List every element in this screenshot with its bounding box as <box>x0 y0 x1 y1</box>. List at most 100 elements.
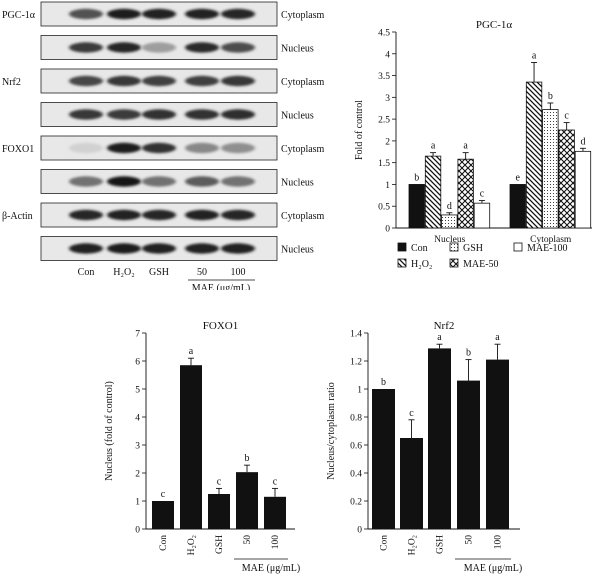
legend-label-gsh: GSH <box>463 243 483 254</box>
legend-swatch-mae-100 <box>513 242 523 252</box>
mae-label: MAE (μg/mL) <box>192 283 250 290</box>
blot-band <box>107 8 141 20</box>
significance-letter: b <box>414 172 419 183</box>
blot-band <box>221 176 255 187</box>
x-tick-label-h-o: H₂O₂ <box>187 535 197 555</box>
bar-gsh <box>428 348 451 529</box>
blot-band <box>142 176 176 187</box>
y-tick-label: 6 <box>135 358 140 368</box>
y-tick-label: 0.8 <box>350 414 362 424</box>
significance-letter: a <box>437 332 442 343</box>
lane-label-con: Con <box>78 267 95 278</box>
blot-band <box>185 209 219 221</box>
legend-label-mae-100: MAE-100 <box>527 243 568 254</box>
blot-band <box>142 42 176 53</box>
y-tick-label: 1 <box>135 498 140 508</box>
significance-letter: b <box>548 91 553 102</box>
protein-label: PGC-1α <box>2 10 36 21</box>
blot-row-7: Nucleus <box>40 236 314 261</box>
blot-band <box>221 209 255 221</box>
blot-row-5: Nucleus <box>40 169 314 194</box>
x-tick-label-100: 100 <box>271 535 281 550</box>
blot-band <box>142 8 176 20</box>
significance-letter: c <box>409 408 414 419</box>
significance-letter: a <box>532 50 537 61</box>
significance-letter: a <box>189 346 194 357</box>
bar-cytoplasm-mae-100 <box>574 150 592 229</box>
y-tick-label: 0 <box>385 225 390 235</box>
blot-row-1: Nucleus <box>40 35 314 60</box>
legend-swatch-h-o <box>397 258 407 268</box>
blot-row-0: PGC-1α Cytoplasm <box>2 1 325 27</box>
y-tick-label: 2 <box>135 470 140 480</box>
significance-letter: e <box>516 172 521 183</box>
lane-label-100: 100 <box>231 267 246 278</box>
x-tick-label-50: 50 <box>465 535 475 545</box>
y-tick-label: 0.5 <box>378 203 390 213</box>
blot-band <box>185 243 219 254</box>
bar-cytoplasm-gsh <box>542 109 559 229</box>
fraction-label: Nucleus <box>281 178 314 189</box>
blot-band <box>107 243 141 254</box>
blot-band <box>142 209 176 221</box>
y-tick-label: 0.2 <box>350 498 362 508</box>
blot-band <box>221 109 255 120</box>
y-tick-label: 3 <box>135 442 140 452</box>
significance-letter: c <box>564 111 569 122</box>
significance-letter: b <box>466 348 471 359</box>
bar-cytoplasm-h-o <box>525 81 543 229</box>
chart-pgc1a: 0 0.5 1 1.5 2 2.5 3 3.5 4 4.5 PGC-1α Fold of contro… <box>354 19 592 270</box>
fraction-label: Nucleus <box>281 111 314 122</box>
blot-band <box>69 209 103 221</box>
fraction-label: Nucleus <box>281 44 314 55</box>
legend-label-mae-50: MAE-50 <box>463 259 499 270</box>
chart-title: FOXO1 <box>203 320 238 332</box>
fraction-label: Cytoplasm <box>281 10 325 21</box>
blot-band <box>107 209 141 221</box>
bar-con <box>372 389 395 529</box>
bar-100 <box>486 359 509 529</box>
legend-swatch-con <box>397 242 407 252</box>
blot-band <box>221 243 255 254</box>
x-tick-label-gsh: GSH <box>215 535 225 554</box>
blot-band <box>69 142 103 154</box>
blot-band <box>185 142 219 154</box>
fraction-label: Cytoplasm <box>281 77 325 88</box>
bar-cytoplasm-mae-50 <box>558 129 575 229</box>
blot-band <box>221 75 255 87</box>
blot-band <box>69 42 103 53</box>
y-tick-label: 2.5 <box>378 116 390 126</box>
x-tick-label-cytoplasm: Cytoplasm <box>530 235 572 245</box>
lane-label-h-o: H₂O₂ <box>113 267 134 278</box>
x-tick-label-con: Con <box>159 535 169 551</box>
bar-nucleus-mae-100 <box>473 202 491 229</box>
blot-band <box>142 75 176 87</box>
x-tick-label-100: 100 <box>494 535 504 550</box>
y-tick-label: 1.2 <box>350 358 362 368</box>
y-tick-label: 1.4 <box>350 330 362 340</box>
blot-band <box>185 176 219 187</box>
blot-row-3: Nucleus <box>40 102 314 127</box>
blot-band <box>107 176 141 187</box>
y-tick-label: 4 <box>135 414 140 424</box>
significance-letter: d <box>447 201 452 212</box>
blot-row-2: Nrf2 Cytoplasm <box>2 68 325 94</box>
blot-band <box>221 8 255 20</box>
blot-band <box>142 142 176 154</box>
y-tick-label: 0 <box>135 526 140 536</box>
bar-50 <box>457 380 480 529</box>
blot-band <box>69 243 103 254</box>
blot-band <box>69 8 103 20</box>
blot-band <box>142 109 176 120</box>
blot-row-6: β-Actin Cytoplasm <box>2 202 325 228</box>
fraction-label: Cytoplasm <box>281 144 325 155</box>
significance-letter: d <box>580 136 585 147</box>
x-tick-label-con: Con <box>380 535 390 551</box>
bar-con <box>152 501 174 529</box>
chart-title: PGC-1α <box>476 19 513 31</box>
blot-band <box>185 42 219 53</box>
y-tick-label: 1.5 <box>378 159 390 169</box>
bar-nucleus-con <box>408 184 425 229</box>
significance-letter: a <box>431 141 436 152</box>
bar-50 <box>236 472 258 529</box>
